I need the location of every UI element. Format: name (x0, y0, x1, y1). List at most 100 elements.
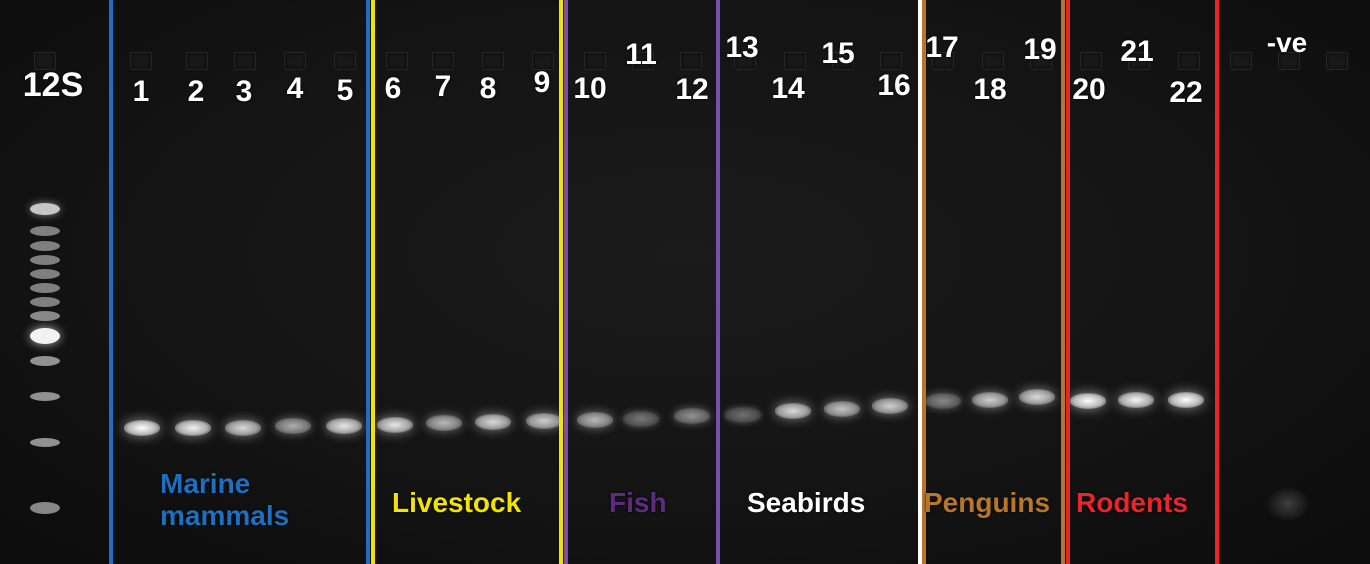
well (34, 52, 56, 70)
well (130, 52, 152, 70)
dna-band-lane-1 (124, 420, 160, 436)
ladder-band (30, 356, 60, 366)
lane-label: 17 (925, 31, 959, 64)
divider-penguins-right (1061, 0, 1065, 564)
divider-penguins-left (922, 0, 926, 564)
ladder-band (30, 328, 60, 344)
well (1326, 52, 1348, 70)
well (1230, 52, 1252, 70)
lane-label: 20 (1072, 73, 1106, 106)
ladder-band (30, 283, 60, 293)
negative-control-smear (1266, 486, 1310, 522)
ladder-band (30, 438, 60, 447)
ladder-band (30, 297, 60, 307)
well (1080, 52, 1102, 70)
dna-band-lane-3 (225, 420, 261, 436)
well (632, 52, 654, 70)
dna-band-lane-6 (377, 417, 413, 433)
dna-band-lane-21 (1118, 392, 1154, 408)
lane-label: 12 (675, 73, 709, 106)
ladder-band (30, 502, 60, 514)
lane-label: 22 (1169, 76, 1203, 109)
dna-band-lane-11 (623, 411, 659, 427)
group-label-livestock: Livestock (392, 487, 522, 518)
divider-rodents-right (1215, 0, 1219, 564)
dna-band-lane-5 (326, 418, 362, 434)
lane-label: 7 (434, 70, 452, 103)
well (482, 52, 504, 70)
dna-band-lane-15 (824, 401, 860, 417)
well (334, 52, 356, 70)
divider-fish-right (716, 0, 720, 564)
ladder-band (30, 269, 60, 279)
dna-band-lane-22 (1168, 392, 1204, 408)
well (982, 52, 1004, 70)
group-label-marine-mammals: Marine mammals (160, 468, 330, 532)
dna-band-lane-12 (674, 408, 710, 424)
dna-band-lane-17 (925, 393, 961, 409)
lane-label: 8 (479, 72, 497, 105)
dna-band-lane-14 (775, 403, 811, 419)
lane-label: 10 (573, 72, 607, 105)
well (1128, 52, 1150, 70)
well (386, 52, 408, 70)
dna-band-lane-13 (725, 407, 761, 423)
lane-label: 9 (533, 66, 551, 99)
group-label-seabirds: Seabirds (747, 487, 866, 518)
well (234, 52, 256, 70)
lane-label: 3 (235, 75, 253, 108)
divider-livestock-left (371, 0, 375, 564)
dna-band-lane-9 (526, 413, 562, 429)
dna-band-lane-10 (577, 412, 613, 428)
divider-rodents-left (1066, 0, 1070, 564)
dna-band-lane-16 (872, 398, 908, 414)
ladder-band (30, 255, 60, 265)
well (432, 52, 454, 70)
dna-band-lane-19 (1019, 389, 1055, 405)
dna-band-lane-2 (175, 420, 211, 436)
lane-label: 21 (1120, 35, 1154, 68)
well (284, 52, 306, 70)
lane-label: 5 (336, 74, 354, 107)
well (832, 52, 854, 70)
ladder-band (30, 241, 60, 251)
lane-label: 13 (725, 31, 759, 64)
divider-seabirds-right (918, 0, 922, 564)
divider-fish-left (564, 0, 568, 564)
ladder-band (30, 203, 60, 215)
group-label-rodents: Rodents (1076, 487, 1188, 518)
dna-band-lane-7 (426, 415, 462, 431)
divider-marine-mammals-left (109, 0, 113, 564)
group-label-fish: Fish (609, 487, 667, 518)
well (1030, 52, 1052, 70)
well (1178, 52, 1200, 70)
well (532, 52, 554, 70)
divider-marine-mammals-right (366, 0, 370, 564)
dna-band-lane-8 (475, 414, 511, 430)
divider-livestock-right (559, 0, 563, 564)
lane-label: 6 (384, 72, 402, 105)
lane-label: 11 (625, 38, 657, 71)
lane-label: 14 (771, 72, 805, 105)
well (680, 52, 702, 70)
lane-label: 19 (1023, 33, 1057, 66)
dna-band-lane-18 (972, 392, 1008, 408)
well (734, 52, 756, 70)
lane-label: 18 (973, 73, 1007, 106)
marker-label: 12S (22, 66, 84, 104)
group-name-text: Marine mammals (160, 468, 290, 531)
well (784, 52, 806, 70)
group-label-penguins: Penguins (924, 487, 1051, 518)
well (932, 52, 954, 70)
dna-band-lane-20 (1070, 393, 1106, 409)
well (880, 52, 902, 70)
lane-label: 1 (132, 75, 150, 108)
well (584, 52, 606, 70)
negative-control-label: -ve (1266, 27, 1308, 58)
ladder-band (30, 392, 60, 401)
lane-label: 4 (286, 72, 304, 105)
ladder-band (30, 226, 60, 236)
lane-label: 16 (877, 69, 911, 102)
ladder-band (30, 311, 60, 321)
